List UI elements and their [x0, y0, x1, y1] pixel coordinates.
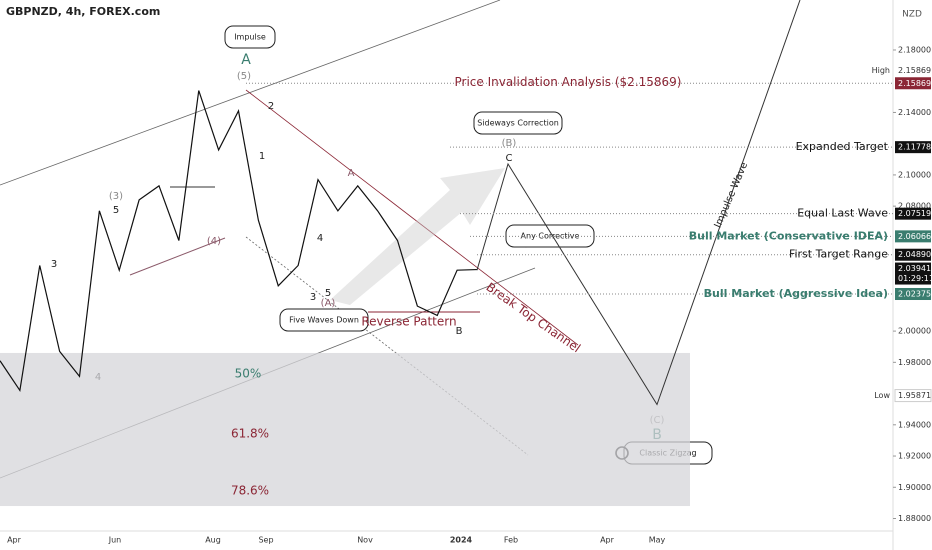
price-label-bg: [895, 77, 931, 90]
countdown: 01:29:11: [898, 274, 932, 283]
price-label-bg: [895, 248, 931, 261]
price-label-bg: [895, 141, 931, 154]
price-label-bg: [895, 288, 931, 301]
annotation: (5): [237, 71, 251, 82]
y-tick-label: 2.08000: [898, 202, 931, 211]
annotation: (4): [207, 236, 221, 247]
annotation: 2: [268, 101, 274, 112]
y-tick-label: 2.18000: [898, 45, 931, 54]
low-tag: Low: [874, 391, 890, 400]
annotation: 5: [113, 205, 119, 216]
annotation: 3: [310, 292, 316, 303]
currency: NZD: [902, 10, 922, 20]
price-label: 2.02375: [898, 290, 931, 299]
price-label: 2.15869: [898, 79, 931, 88]
arrow: [330, 168, 505, 305]
price-line: [0, 90, 478, 393]
annotation: 1: [259, 151, 265, 162]
wave-line: [129, 237, 226, 276]
y-tick-label: 1.92000: [898, 452, 931, 461]
annotation: Sideways Correction: [477, 119, 559, 128]
fib-label: 61.8%: [231, 427, 269, 441]
y-tick-label: 1.98000: [898, 358, 931, 367]
price-label-bg: [895, 207, 931, 220]
annotation: Impulse: [234, 33, 266, 42]
fib-label: 50%: [235, 367, 262, 381]
annotation: C: [506, 153, 513, 164]
y-tick-label: 2.10000: [898, 170, 931, 179]
x-tick-label: Feb: [504, 536, 518, 545]
annotation: 3: [51, 259, 57, 270]
current-bg: [895, 262, 931, 285]
annotation: Reverse Pattern: [361, 315, 456, 329]
annotation: (3): [109, 191, 123, 202]
annotation: (B): [502, 138, 517, 149]
projection-line: [476, 0, 801, 406]
x-tick-label: Aug: [205, 536, 221, 545]
y-tick-label: 1.94000: [898, 420, 931, 429]
level-text: Price Invalidation Analysis ($2.15869): [454, 75, 681, 89]
y-tick-label: 1.90000: [898, 483, 931, 492]
price-label: 2.11778: [898, 143, 931, 152]
low-label: 1.95871: [898, 391, 931, 400]
x-tick-label: 2024: [450, 536, 473, 545]
callout-box: [279, 308, 369, 332]
level-text: Equal Last Wave: [797, 207, 888, 220]
y-tick-label: 1.88000: [898, 514, 931, 523]
x-tick-label: Jun: [108, 536, 122, 545]
annotation: 4: [317, 233, 323, 244]
trend-line: [245, 89, 579, 346]
price-label-bg: [895, 230, 931, 243]
x-tick-label: Nov: [357, 536, 373, 545]
symbol: GBPNZD, 4h, FOREX.com: [6, 5, 160, 18]
channel-line: [0, 0, 501, 186]
low-bg: [894, 389, 932, 403]
high-label: 2.15869: [898, 66, 931, 75]
y-tick-label: 2.00000: [898, 327, 931, 336]
callout-box: [473, 111, 563, 135]
high-tag: High: [872, 66, 890, 75]
annotation: (A): [321, 298, 336, 309]
level-text: First Target Range: [789, 248, 888, 261]
current-label: 2.03941: [898, 264, 931, 273]
price-label: 2.07519: [898, 209, 931, 218]
fib-label: 78.6%: [231, 484, 269, 498]
level-text: Bull Market (Conservative IDEA): [689, 229, 888, 242]
annotation: Five Waves Down: [289, 316, 359, 325]
level-text: Expanded Target: [796, 140, 889, 153]
x-tick-label: May: [649, 536, 666, 545]
x-tick-label: Sep: [258, 536, 273, 545]
annotation: A: [241, 52, 251, 68]
annotation: Any Corrective: [521, 232, 580, 241]
x-tick-label: Apr: [7, 536, 22, 545]
fib-zone: [0, 352, 690, 507]
price-label: 2.04890: [898, 250, 931, 259]
y-tick-label: 2.14000: [898, 108, 931, 117]
annotation: B: [456, 326, 463, 337]
annotation: 5: [325, 288, 331, 299]
annotation: A: [348, 168, 355, 179]
callout-box: [224, 25, 276, 49]
level-text: Bull Market (Aggressive Idea): [704, 287, 888, 300]
price-label: 2.06066: [898, 232, 931, 241]
x-tick-label: Apr: [600, 536, 615, 545]
